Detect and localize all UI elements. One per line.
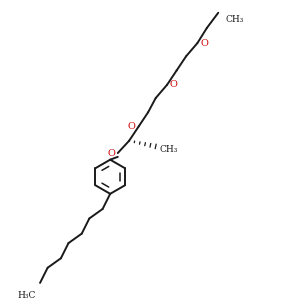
Text: O: O (107, 148, 115, 158)
Text: O: O (128, 122, 136, 131)
Text: O: O (170, 80, 178, 89)
Text: CH₃: CH₃ (160, 146, 178, 154)
Text: O: O (200, 39, 208, 48)
Text: H₃C: H₃C (18, 290, 36, 299)
Text: CH₃: CH₃ (226, 15, 244, 24)
